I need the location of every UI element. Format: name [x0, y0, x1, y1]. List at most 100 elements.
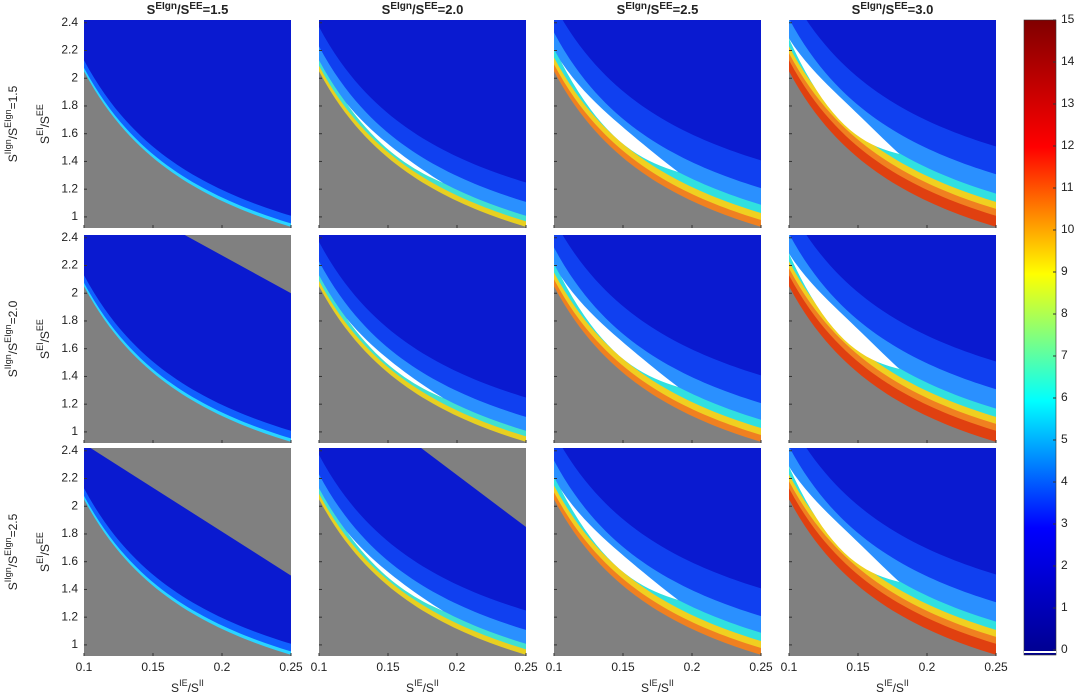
x-axis-label-part: S [641, 681, 649, 695]
y-tick-label: 2 [71, 285, 78, 299]
x-axis-label-sup: IE [884, 678, 893, 688]
x-tick-label: 0.1 [781, 660, 798, 674]
x-axis-label: SIE/SII [406, 678, 439, 695]
column-title-value: =2.0 [438, 2, 464, 17]
y-tick-label: 2.2 [61, 43, 78, 57]
heatmap-image [789, 20, 996, 228]
colorbar-tick-label: 7 [1061, 348, 1068, 362]
heat-layer [84, 20, 291, 216]
heat-layer [562, 20, 761, 161]
y-tick-label: 1.8 [61, 313, 78, 327]
column-title: SEIgn/SEE=3.0 [852, 1, 934, 18]
heatmap-image [84, 235, 291, 443]
y-tick-label: 1.4 [61, 369, 78, 383]
x-tick-label: 0.25 [279, 660, 303, 674]
heatmap-image [319, 448, 526, 656]
x-tick-label: 0.25 [749, 660, 773, 674]
y-tick-label: 1.4 [61, 582, 78, 596]
column-title-part: /S [177, 2, 190, 17]
y-axis-label: SEI/SEE [35, 319, 52, 359]
x-axis-label: SIE/SII [876, 678, 909, 695]
colorbar-tick-label: 6 [1061, 390, 1068, 404]
heatmap-image [84, 20, 291, 228]
row-title-sup: EIgn [3, 324, 13, 343]
heat-layer [84, 235, 291, 431]
x-axis-label-part: S [876, 681, 884, 695]
y-tick-label: 1.6 [61, 554, 78, 568]
row-title-sup: IIgn [3, 354, 13, 369]
x-axis-label-part: /S [658, 681, 669, 695]
heatmap-image [319, 20, 526, 228]
heatmap-image [554, 20, 761, 228]
heatmap-image [84, 448, 291, 656]
y-tick-label: 2 [71, 70, 78, 84]
column-title-sup: EE [894, 1, 908, 12]
row-title-part: S [6, 369, 20, 377]
y-axis-label-sup: EE [35, 532, 45, 544]
row-title-sup: EIgn [3, 109, 13, 128]
y-tick-label: 1 [71, 637, 78, 651]
heatmap-image [554, 235, 761, 443]
x-tick-label: 0.15 [611, 660, 635, 674]
column-title-value: =2.5 [673, 2, 699, 17]
x-axis-label-sup: IE [414, 678, 423, 688]
colorbar-tick-label: 8 [1061, 306, 1068, 320]
heatmap-image [789, 448, 996, 656]
y-tick-label: 1.6 [61, 126, 78, 140]
column-title-sup: EIgn [625, 1, 647, 12]
missing-area [184, 235, 291, 294]
x-tick-label: 0.25 [514, 660, 538, 674]
y-axis-label: SEI/SEE [35, 104, 52, 144]
heatmap-image [789, 235, 996, 443]
column-title-value: =3.0 [908, 2, 934, 17]
x-axis-label-sup: IE [179, 678, 188, 688]
colorbar-tick-label: 3 [1061, 516, 1068, 530]
x-tick-label: 0.25 [984, 660, 1008, 674]
x-axis-label-sup: II [669, 678, 674, 688]
row-title-part: /S [6, 128, 20, 139]
colorbar-tick-label: 12 [1061, 138, 1075, 152]
y-tick-label: 1.6 [61, 341, 78, 355]
row-title: SIIgn/SEIgn=2.0 [3, 300, 20, 377]
heat-layer [562, 448, 761, 589]
y-axis-label-sup: EI [35, 127, 45, 136]
x-axis-label-sup: II [904, 678, 909, 688]
x-axis-label-part: S [406, 681, 414, 695]
heatmap-image [554, 448, 761, 656]
row-title-value: =2.0 [6, 300, 20, 324]
y-tick-label: 2.2 [61, 471, 78, 485]
x-axis-label: SIE/SII [171, 678, 204, 695]
row-title-part: S [6, 154, 20, 162]
x-axis-label-part: /S [423, 681, 434, 695]
heat-layer [319, 20, 526, 183]
column-title: SEIgn/SEE=1.5 [147, 1, 229, 18]
row-title-value: =2.5 [6, 513, 20, 537]
row-title-part: /S [6, 343, 20, 354]
colorbar-tick-label: 1 [1061, 600, 1068, 614]
heat-layer [319, 235, 526, 398]
y-axis-label-part: /S [38, 331, 52, 342]
colorbar-tick-label: 11 [1061, 180, 1074, 194]
x-axis-label-sup: IE [649, 678, 658, 688]
row-title-value: =1.5 [6, 85, 20, 109]
y-tick-label: 1.8 [61, 98, 78, 112]
colorbar-tick-label: 14 [1061, 54, 1075, 68]
column-title-sup: EIgn [155, 1, 177, 12]
colorbar-tick-label: 0 [1061, 642, 1068, 656]
row-title-part: S [6, 582, 20, 590]
x-axis-label: SIE/SII [641, 678, 674, 695]
heat-layer [319, 448, 526, 611]
x-tick-label: 0.1 [311, 660, 328, 674]
column-title-sup: EE [424, 1, 438, 12]
x-tick-label: 0.1 [76, 660, 93, 674]
y-axis-label-sup: EI [35, 555, 45, 564]
x-tick-label: 0.15 [141, 660, 165, 674]
heat-layer [806, 235, 996, 362]
x-tick-label: 0.15 [846, 660, 870, 674]
column-title-value: =1.5 [203, 2, 229, 17]
y-tick-label: 1.2 [61, 396, 78, 410]
y-axis-label-part: S [38, 351, 52, 359]
column-title-part: /S [412, 2, 425, 17]
y-tick-label: 1.2 [61, 609, 78, 623]
